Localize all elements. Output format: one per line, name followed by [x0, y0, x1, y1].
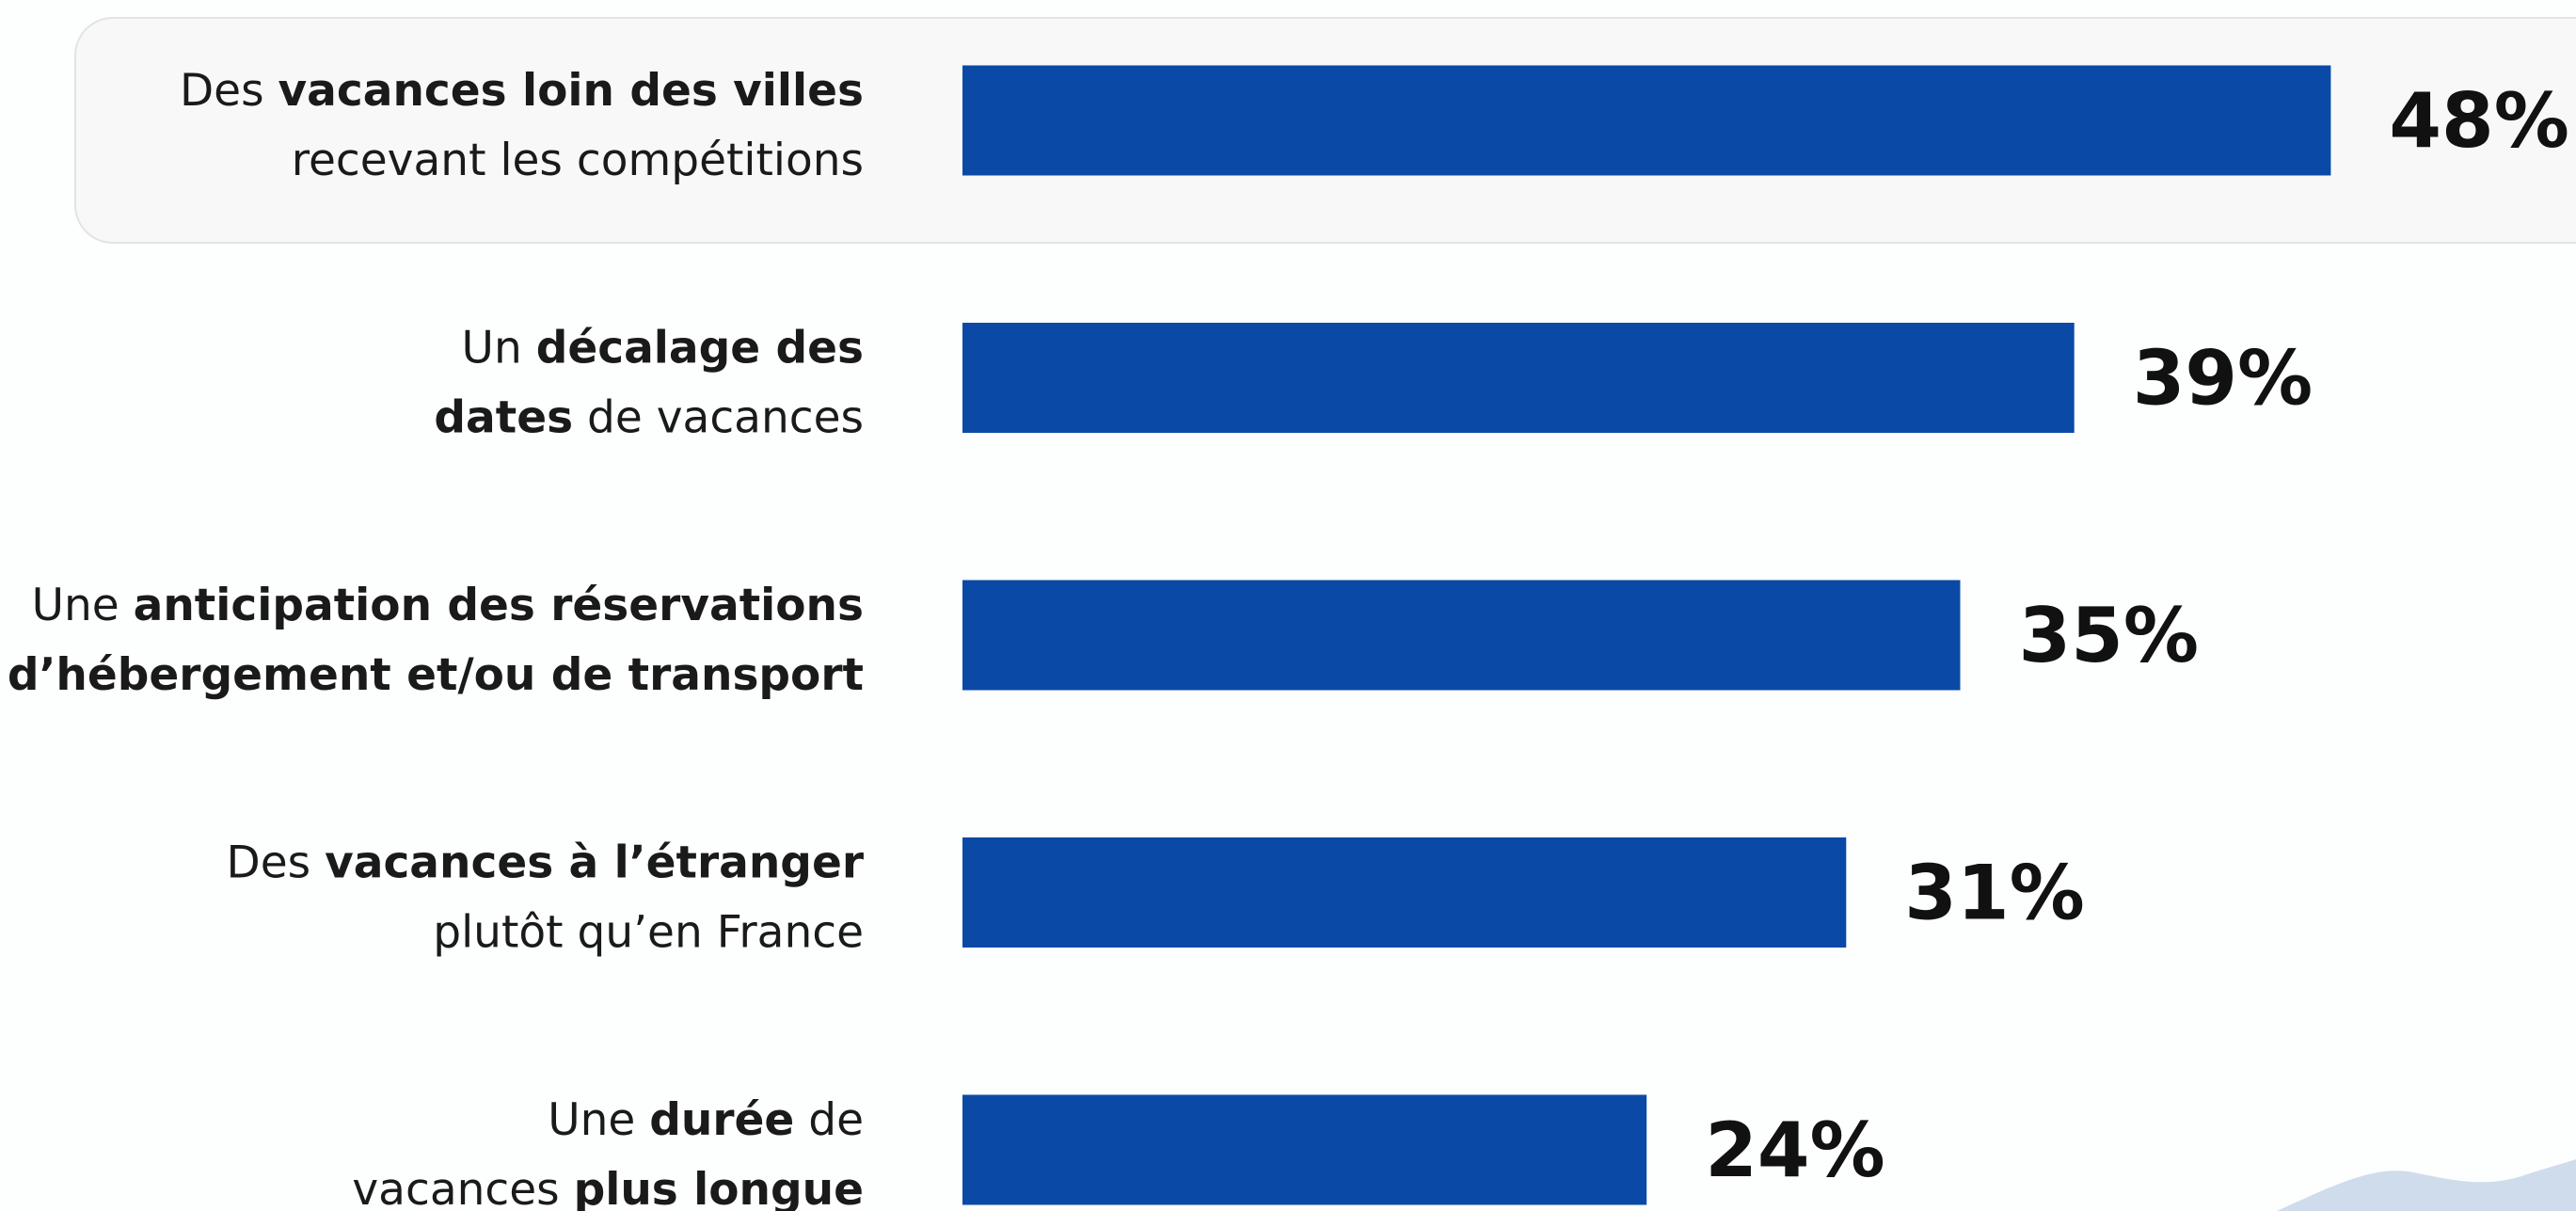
label-run: recevant les compétitions — [292, 135, 864, 186]
label-run: de — [794, 1094, 864, 1146]
bar — [962, 1094, 1647, 1205]
category-label: dates de vacances — [434, 391, 864, 443]
category-label: Une durée de — [548, 1094, 864, 1146]
label-run: vacances loin des villes — [278, 65, 864, 117]
label-run: durée — [649, 1094, 794, 1146]
label-run: Une — [32, 580, 134, 631]
category-label: plutôt qu’en France — [433, 906, 864, 958]
label-run: vacances à l’étranger — [325, 837, 865, 888]
label-run: d’hébergement et/ou de transport — [8, 649, 864, 701]
value-label: 48% — [2389, 77, 2568, 165]
label-run: plus longue — [574, 1164, 864, 1211]
bar — [962, 323, 2075, 433]
bar — [962, 65, 2331, 176]
category-label: vacances plus longue — [352, 1164, 864, 1211]
value-label: 31% — [1904, 849, 2084, 936]
background-wave — [2277, 1159, 2576, 1211]
category-label: Des vacances à l’étranger — [227, 837, 865, 888]
label-run: plutôt qu’en France — [433, 906, 864, 958]
label-run: Des — [227, 837, 326, 888]
label-run: dates — [434, 391, 573, 443]
label-run: Un — [462, 322, 536, 374]
label-run: de vacances — [573, 391, 864, 443]
category-label: Un décalage des — [462, 322, 864, 374]
label-run: anticipation des réservations — [134, 580, 864, 631]
category-label: recevant les compétitions — [292, 135, 864, 186]
category-label: Des vacances loin des villes — [180, 65, 864, 117]
bar — [962, 580, 1961, 691]
label-run: Une — [548, 1094, 649, 1146]
label-run: Des — [180, 65, 278, 117]
category-label: d’hébergement et/ou de transport — [8, 649, 864, 701]
bar — [962, 837, 1847, 948]
category-label: Une anticipation des réservations — [32, 580, 864, 631]
label-run: vacances — [352, 1164, 573, 1211]
value-label: 35% — [2019, 592, 2199, 679]
label-run: décalage des — [536, 322, 864, 374]
value-label: 39% — [2133, 334, 2313, 422]
value-label: 24% — [1705, 1107, 1884, 1194]
